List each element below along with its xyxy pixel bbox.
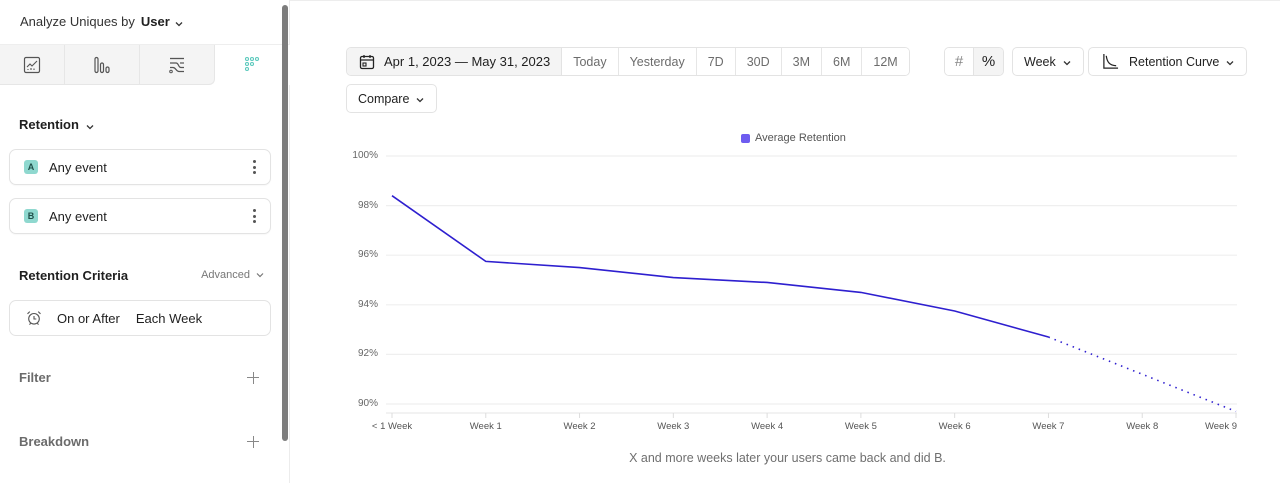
calendar-icon <box>359 54 375 69</box>
interval-label: Week <box>1024 54 1056 69</box>
chevron-down-icon <box>1062 57 1072 67</box>
preset-12m[interactable]: 12M <box>862 48 909 75</box>
chevron-down-icon <box>174 17 184 27</box>
number-toggle[interactable]: # <box>945 48 975 75</box>
preset-30d[interactable]: 30D <box>735 48 782 75</box>
add-filter-icon[interactable] <box>247 371 259 384</box>
advanced-dropdown[interactable]: Advanced <box>201 269 265 281</box>
x-tick-label: Week 6 <box>938 421 971 432</box>
report-type-tabs <box>0 44 290 85</box>
compare-button[interactable]: Compare <box>346 84 438 113</box>
x-tick-label: Week 9 <box>1204 421 1238 432</box>
percent-toggle[interactable]: % <box>974 48 1003 75</box>
criteria-period[interactable]: Each Week <box>135 310 203 326</box>
retention-projection-line <box>1048 336 1237 413</box>
x-axis-caption: X and more weeks later your users came b… <box>0 451 1280 465</box>
y-tick-label: 96% <box>357 249 378 261</box>
event-b-name: Any event <box>49 208 107 224</box>
x-tick-label: Week 8 <box>1126 421 1159 432</box>
tab-flows[interactable] <box>140 45 215 85</box>
tab-funnels[interactable] <box>65 45 140 85</box>
date-range-button[interactable]: Apr 1, 2023 — May 31, 2023 <box>347 48 563 75</box>
advanced-label: Advanced <box>201 269 250 281</box>
preset-7d[interactable]: 7D <box>696 48 736 75</box>
preset-today[interactable]: Today <box>562 48 619 75</box>
x-tick-label: Week 7 <box>1032 421 1065 432</box>
chart-type-label: Retention Curve <box>1129 54 1220 69</box>
event-badge-a: A <box>24 160 38 174</box>
legend-label: Average Retention <box>755 132 846 144</box>
interval-dropdown[interactable]: Week <box>1012 47 1084 76</box>
retention-criteria-card[interactable]: On or After Each Week <box>9 300 271 336</box>
insights-chart-icon <box>23 56 41 73</box>
preset-6m[interactable]: 6M <box>822 48 863 75</box>
event-b-card[interactable]: B Any event <box>9 198 271 234</box>
event-a-name: Any event <box>49 159 107 175</box>
alarm-clock-icon <box>27 311 41 325</box>
retention-criteria-title: Retention Criteria <box>19 268 129 283</box>
x-tick-label: Week 5 <box>844 421 877 432</box>
sidebar-scrollbar[interactable] <box>282 5 288 441</box>
retention-line <box>391 195 1049 338</box>
top-divider <box>0 0 1280 3</box>
funnels-bars-icon <box>94 56 110 73</box>
y-tick-label: 94% <box>357 298 378 310</box>
chevron-down-icon <box>255 270 265 280</box>
retention-dots-icon <box>244 56 259 72</box>
chevron-down-icon <box>415 94 425 104</box>
chevron-down-icon <box>1225 57 1235 67</box>
tab-insights[interactable] <box>0 45 65 85</box>
event-badge-b: B <box>24 209 38 223</box>
retention-section-dropdown[interactable]: Retention <box>19 117 95 132</box>
query-sidebar: Analyze Uniques by User Retention <box>0 0 290 483</box>
chart-legend[interactable]: Average Retention <box>741 132 846 144</box>
y-tick-label: 92% <box>357 348 378 360</box>
more-options-icon[interactable] <box>252 160 256 174</box>
x-tick-label: < 1 Week <box>371 421 413 432</box>
retention-curve-icon <box>1103 53 1119 69</box>
breakdown-label: Breakdown <box>19 434 90 449</box>
y-tick-label: 90% <box>357 398 378 409</box>
preset-3m[interactable]: 3M <box>781 48 823 75</box>
analyze-value: User <box>140 14 170 29</box>
x-axis-caption-text: X and more weeks later your users came b… <box>629 451 946 465</box>
retention-section-title: Retention <box>19 117 79 132</box>
tab-retention[interactable] <box>215 45 290 85</box>
analyze-uniques-selector: Analyze Uniques by User <box>20 14 184 29</box>
analyze-by-dropdown[interactable]: User <box>141 14 184 29</box>
analyze-label: Analyze Uniques by <box>20 14 135 29</box>
add-breakdown-icon[interactable] <box>247 435 259 448</box>
date-range-picker: Apr 1, 2023 — May 31, 2023 Today Yesterd… <box>346 47 910 76</box>
x-tick-label: Week 4 <box>751 421 784 432</box>
date-range-value: Apr 1, 2023 — May 31, 2023 <box>384 54 551 69</box>
filter-label: Filter <box>19 370 51 385</box>
criteria-condition[interactable]: On or After <box>57 310 120 326</box>
x-tick-label: Week 3 <box>657 421 690 432</box>
flows-icon <box>169 57 184 73</box>
value-format-toggle: # % <box>944 47 1004 76</box>
chevron-down-icon <box>85 120 95 130</box>
event-a-card[interactable]: A Any event <box>9 149 271 185</box>
compare-label: Compare <box>358 91 410 106</box>
y-tick-label: 98% <box>357 199 378 211</box>
y-tick-label: 100% <box>352 150 378 161</box>
breakdown-row: Breakdown <box>19 434 259 449</box>
chart-type-dropdown[interactable]: Retention Curve <box>1088 47 1248 76</box>
preset-yesterday[interactable]: Yesterday <box>618 48 697 75</box>
legend-swatch <box>741 133 750 143</box>
filter-row: Filter <box>19 370 259 385</box>
x-tick-label: Week 1 <box>469 421 502 432</box>
x-tick-label: Week 2 <box>563 421 596 432</box>
more-options-icon[interactable] <box>252 209 256 223</box>
